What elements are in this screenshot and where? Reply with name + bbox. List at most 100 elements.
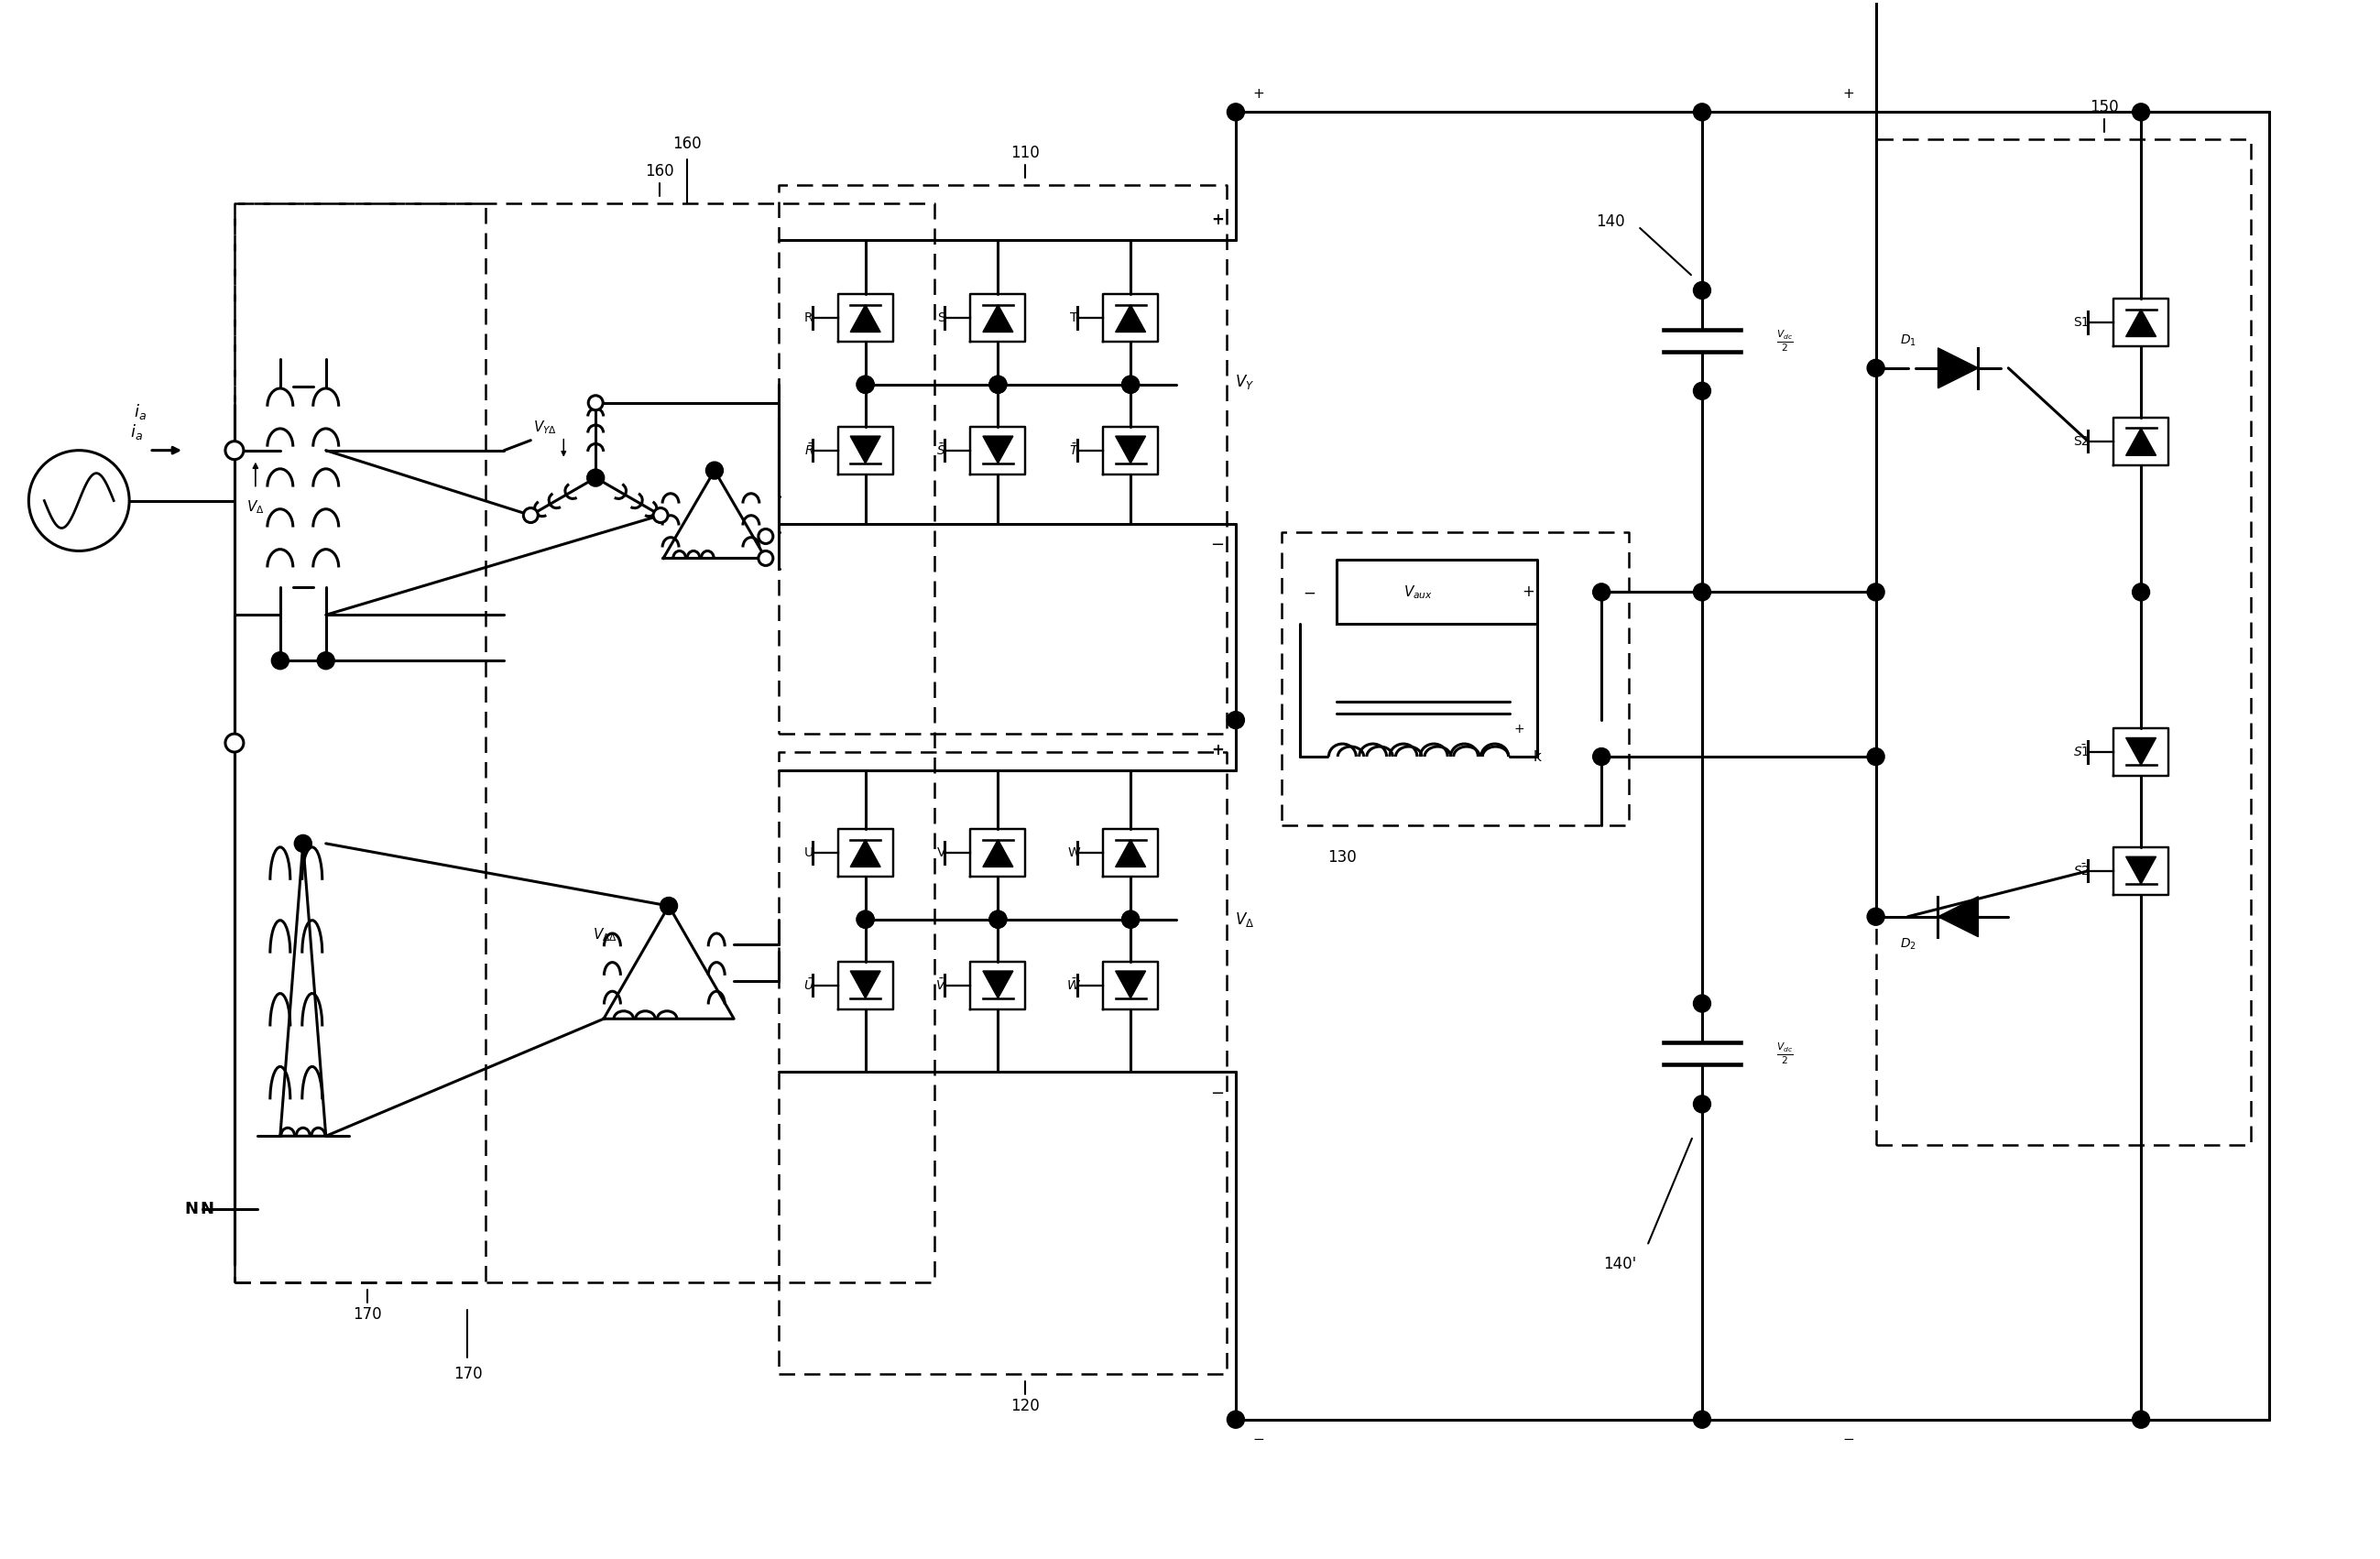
- Text: $\frac{V_{dc}}{2}$: $\frac{V_{dc}}{2}$: [1775, 1041, 1792, 1066]
- Text: +: +: [1211, 212, 1223, 228]
- Polygon shape: [1116, 971, 1145, 998]
- Circle shape: [652, 508, 669, 522]
- Text: 140: 140: [1597, 214, 1626, 231]
- Text: $-$: $-$: [1211, 1084, 1223, 1101]
- Text: $V_{Y\Delta}$: $V_{Y\Delta}$: [533, 419, 557, 437]
- Text: $V_{\Delta\Delta}$: $V_{\Delta\Delta}$: [593, 926, 616, 943]
- Text: S2: S2: [2073, 435, 2090, 447]
- Circle shape: [1695, 103, 1711, 120]
- Text: 170: 170: [352, 1306, 381, 1322]
- Circle shape: [990, 910, 1007, 928]
- Circle shape: [2132, 1411, 2149, 1428]
- Circle shape: [1695, 282, 1711, 299]
- Polygon shape: [2125, 309, 2156, 337]
- Circle shape: [707, 461, 724, 479]
- Text: k: k: [1533, 750, 1542, 764]
- Polygon shape: [983, 437, 1014, 463]
- Text: +: +: [1211, 742, 1223, 759]
- Polygon shape: [2125, 856, 2156, 884]
- Text: $-$: $-$: [1211, 535, 1223, 552]
- Circle shape: [857, 376, 873, 393]
- Text: $V_Y$: $V_Y$: [1235, 373, 1254, 391]
- Text: 110: 110: [1011, 145, 1040, 162]
- Text: $-$: $-$: [1302, 583, 1316, 600]
- Text: N: N: [200, 1200, 214, 1218]
- Polygon shape: [983, 840, 1014, 867]
- Polygon shape: [850, 437, 881, 463]
- Circle shape: [588, 396, 602, 410]
- Circle shape: [524, 508, 538, 522]
- Circle shape: [2132, 103, 2149, 120]
- Text: V: V: [938, 847, 945, 859]
- Circle shape: [759, 550, 774, 566]
- Polygon shape: [850, 840, 881, 867]
- Text: W: W: [1069, 847, 1081, 859]
- Circle shape: [1868, 583, 1885, 600]
- Text: $\frac{V_{dc}}{2}$: $\frac{V_{dc}}{2}$: [1775, 327, 1792, 354]
- Text: $\bar{W}$: $\bar{W}$: [1066, 977, 1081, 993]
- Text: 160: 160: [674, 136, 702, 153]
- Text: $D_1$: $D_1$: [1899, 334, 1916, 348]
- Circle shape: [759, 529, 774, 544]
- Text: +: +: [1252, 87, 1264, 101]
- Polygon shape: [983, 304, 1014, 332]
- Circle shape: [1592, 583, 1611, 600]
- Circle shape: [271, 652, 288, 669]
- Circle shape: [1121, 376, 1140, 393]
- Text: S: S: [938, 312, 945, 324]
- Circle shape: [1695, 583, 1711, 600]
- Circle shape: [1592, 748, 1611, 765]
- Text: 120: 120: [1011, 1397, 1040, 1414]
- Circle shape: [659, 898, 678, 915]
- Circle shape: [1695, 1411, 1711, 1428]
- Polygon shape: [1937, 348, 1978, 388]
- Circle shape: [1868, 748, 1885, 765]
- Polygon shape: [850, 971, 881, 998]
- Circle shape: [1695, 382, 1711, 399]
- Circle shape: [1228, 711, 1245, 728]
- Circle shape: [857, 376, 873, 393]
- Text: $\bar{S}$: $\bar{S}$: [935, 443, 945, 458]
- Circle shape: [1121, 910, 1140, 928]
- Circle shape: [226, 441, 243, 460]
- Text: U: U: [804, 847, 814, 859]
- Polygon shape: [1116, 437, 1145, 463]
- Text: $+$: $+$: [1521, 583, 1535, 600]
- Polygon shape: [1116, 840, 1145, 867]
- Text: $V_\Delta$: $V_\Delta$: [248, 499, 264, 516]
- Polygon shape: [1937, 896, 1978, 937]
- Text: 160: 160: [645, 164, 674, 179]
- Circle shape: [1868, 907, 1885, 926]
- Circle shape: [1228, 1411, 1245, 1428]
- Polygon shape: [850, 304, 881, 332]
- Circle shape: [857, 910, 873, 928]
- Polygon shape: [1116, 304, 1145, 332]
- Polygon shape: [2125, 737, 2156, 765]
- Text: $\bar{U}$: $\bar{U}$: [802, 977, 814, 993]
- Text: $V_\Delta$: $V_\Delta$: [1235, 910, 1254, 929]
- Text: 140': 140': [1604, 1257, 1637, 1272]
- Text: $\bar{R}$: $\bar{R}$: [804, 443, 814, 458]
- Circle shape: [990, 376, 1007, 393]
- Circle shape: [990, 910, 1007, 928]
- Text: $\bar{S1}$: $\bar{S1}$: [2073, 744, 2090, 759]
- Circle shape: [29, 451, 129, 550]
- Polygon shape: [2125, 429, 2156, 455]
- Circle shape: [588, 469, 605, 486]
- Text: T: T: [1071, 312, 1078, 324]
- Text: $\bar{T}$: $\bar{T}$: [1069, 443, 1078, 458]
- Text: $\bar{V}$: $\bar{V}$: [935, 977, 947, 993]
- Circle shape: [857, 910, 873, 928]
- Circle shape: [1868, 360, 1885, 377]
- Text: $-$: $-$: [1252, 1431, 1264, 1445]
- Text: +: +: [1842, 87, 1854, 101]
- Text: +: +: [1514, 723, 1526, 736]
- Text: S1: S1: [2073, 316, 2090, 329]
- Text: 130: 130: [1328, 850, 1357, 865]
- Circle shape: [1695, 995, 1711, 1012]
- Circle shape: [226, 734, 243, 751]
- Text: $V_{aux}$: $V_{aux}$: [1404, 583, 1433, 600]
- Circle shape: [295, 834, 312, 853]
- Circle shape: [1228, 103, 1245, 120]
- Circle shape: [2132, 583, 2149, 600]
